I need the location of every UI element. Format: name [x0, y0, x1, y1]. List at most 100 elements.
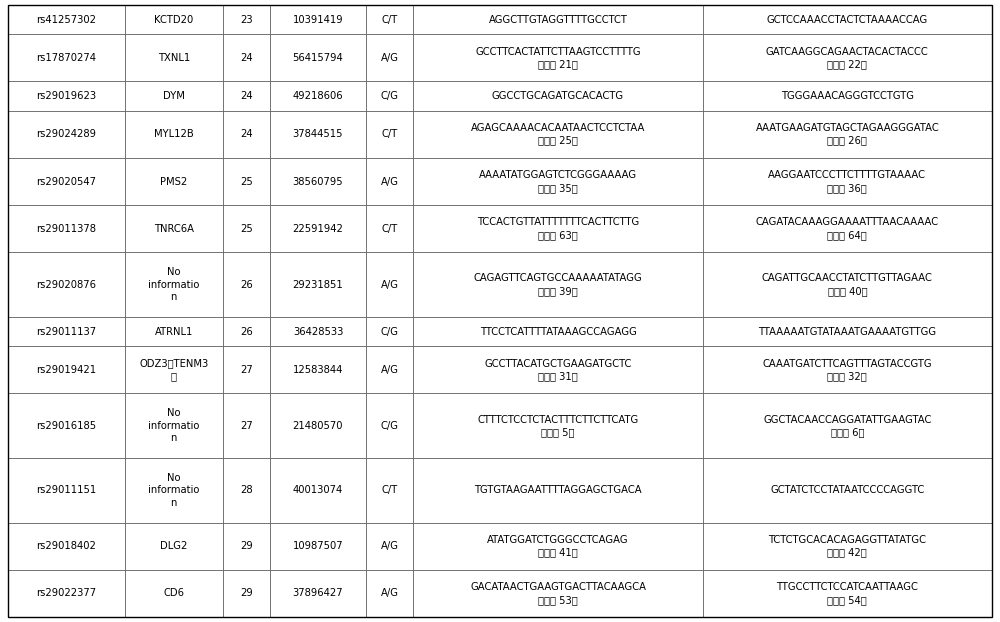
Bar	[413, 34, 703, 81]
Bar	[223, 111, 270, 158]
Bar	[8, 34, 125, 81]
Text: 23: 23	[240, 15, 252, 25]
Bar	[413, 570, 703, 617]
Text: AAATGAAGATGTAGCTAGAAGGGATAC
（序列 26）: AAATGAAGATGTAGCTAGAAGGGATAC （序列 26）	[755, 123, 939, 146]
Text: 36428533: 36428533	[293, 327, 343, 337]
Bar	[413, 81, 703, 111]
Bar	[703, 570, 992, 617]
Text: C/T: C/T	[382, 129, 398, 139]
Text: 25: 25	[240, 177, 253, 187]
Text: rs17870274: rs17870274	[37, 53, 97, 63]
Text: rs29011137: rs29011137	[36, 327, 97, 337]
Text: A/G: A/G	[381, 541, 399, 552]
Text: DLG2: DLG2	[160, 541, 187, 552]
Text: AAGGAATCCCTTCTTTTGTAAAAC
（序列 36）: AAGGAATCCCTTCTTTTGTAAAAC （序列 36）	[768, 170, 926, 193]
Bar	[125, 346, 223, 393]
Text: CAGATTGCAACCTATCTTGTTAGAAC
（序列 40）: CAGATTGCAACCTATCTTGTTAGAAC （序列 40）	[762, 273, 933, 295]
Bar	[270, 34, 366, 81]
Bar	[8, 205, 125, 252]
Bar	[125, 205, 223, 252]
Bar	[703, 317, 992, 346]
Bar	[413, 111, 703, 158]
Bar	[8, 158, 125, 205]
Text: ATRNL1: ATRNL1	[155, 327, 193, 337]
Bar	[125, 158, 223, 205]
Bar	[223, 458, 270, 523]
Bar	[125, 81, 223, 111]
Bar	[366, 81, 413, 111]
Text: 27: 27	[240, 420, 253, 431]
Text: TGTGTAAGAATTTTAGGAGCTGACA: TGTGTAAGAATTTTAGGAGCTGACA	[474, 486, 642, 496]
Text: rs41257302: rs41257302	[37, 15, 97, 25]
Text: GGCTACAACCAGGATATTGAAGTAC
（序列 6）: GGCTACAACCAGGATATTGAAGTAC （序列 6）	[763, 414, 932, 437]
Bar	[366, 458, 413, 523]
Text: C/G: C/G	[381, 91, 399, 101]
Bar	[125, 570, 223, 617]
Bar	[413, 158, 703, 205]
Text: A/G: A/G	[381, 279, 399, 289]
Text: CAGAGTTCAGTGCCAAAAATATAGG
（序列 39）: CAGAGTTCAGTGCCAAAAATATAGG （序列 39）	[474, 273, 642, 295]
Text: C/T: C/T	[382, 15, 398, 25]
Text: GCTATCTCCTATAATCCCCAGGTC: GCTATCTCCTATAATCCCCAGGTC	[770, 486, 924, 496]
Bar	[366, 252, 413, 317]
Text: C/T: C/T	[382, 223, 398, 234]
Text: 37896427: 37896427	[293, 588, 343, 598]
Text: CAGATACAAAGGAAAATTTAACAAAAC
（序列 64）: CAGATACAAAGGAAAATTTAACAAAAC （序列 64）	[756, 218, 939, 240]
Text: 25: 25	[240, 223, 253, 234]
Bar	[270, 570, 366, 617]
Bar	[8, 393, 125, 458]
Bar	[223, 252, 270, 317]
Bar	[270, 346, 366, 393]
Text: TXNL1: TXNL1	[158, 53, 190, 63]
Bar	[703, 5, 992, 34]
Text: 37844515: 37844515	[293, 129, 343, 139]
Bar	[270, 458, 366, 523]
Bar	[8, 111, 125, 158]
Text: CTTTCTCCTCTACTTTCTTCTTCATG
（序列 5）: CTTTCTCCTCTACTTTCTTCTTCATG （序列 5）	[477, 414, 639, 437]
Bar	[8, 252, 125, 317]
Bar	[703, 34, 992, 81]
Bar	[270, 205, 366, 252]
Text: GCTCCAAACCTACTCTAAAACCAG: GCTCCAAACCTACTCTAAAACCAG	[767, 15, 928, 25]
Text: 28: 28	[240, 486, 252, 496]
Bar	[703, 111, 992, 158]
Bar	[366, 5, 413, 34]
Text: A/G: A/G	[381, 177, 399, 187]
Text: GATCAAGGCAGAACTACACTACCC
（序列 22）: GATCAAGGCAGAACTACACTACCC （序列 22）	[766, 47, 929, 69]
Bar	[366, 317, 413, 346]
Text: 38560795: 38560795	[293, 177, 343, 187]
Text: rs29011378: rs29011378	[37, 223, 97, 234]
Text: 21480570: 21480570	[293, 420, 343, 431]
Bar	[270, 523, 366, 570]
Bar	[366, 205, 413, 252]
Bar	[413, 205, 703, 252]
Bar	[270, 111, 366, 158]
Text: DYM: DYM	[163, 91, 185, 101]
Text: CD6: CD6	[163, 588, 184, 598]
Text: No
informatio
n: No informatio n	[148, 267, 199, 302]
Bar	[223, 393, 270, 458]
Bar	[223, 570, 270, 617]
Bar	[413, 5, 703, 34]
Text: KCTD20: KCTD20	[154, 15, 193, 25]
Text: rs29024289: rs29024289	[37, 129, 97, 139]
Bar	[8, 5, 125, 34]
Text: AAAATATGGAGTCTCGGGAAAAG
（序列 35）: AAAATATGGAGTCTCGGGAAAAG （序列 35）	[479, 170, 637, 193]
Text: 22591942: 22591942	[293, 223, 343, 234]
Bar	[270, 81, 366, 111]
Text: GCCTTACATGCTGAAGATGCTC
（序列 31）: GCCTTACATGCTGAAGATGCTC （序列 31）	[484, 359, 632, 381]
Bar	[413, 458, 703, 523]
Text: 24: 24	[240, 53, 252, 63]
Text: rs29019623: rs29019623	[36, 91, 97, 101]
Text: rs29011151: rs29011151	[36, 486, 97, 496]
Text: 26: 26	[240, 327, 253, 337]
Bar	[125, 458, 223, 523]
Bar	[223, 346, 270, 393]
Text: rs29020547: rs29020547	[37, 177, 97, 187]
Text: TTCCTCATTTTATAAAGCCAGAGG: TTCCTCATTTTATAAAGCCAGAGG	[480, 327, 636, 337]
Text: 26: 26	[240, 279, 253, 289]
Text: A/G: A/G	[381, 53, 399, 63]
Bar	[125, 523, 223, 570]
Bar	[8, 317, 125, 346]
Bar	[8, 523, 125, 570]
